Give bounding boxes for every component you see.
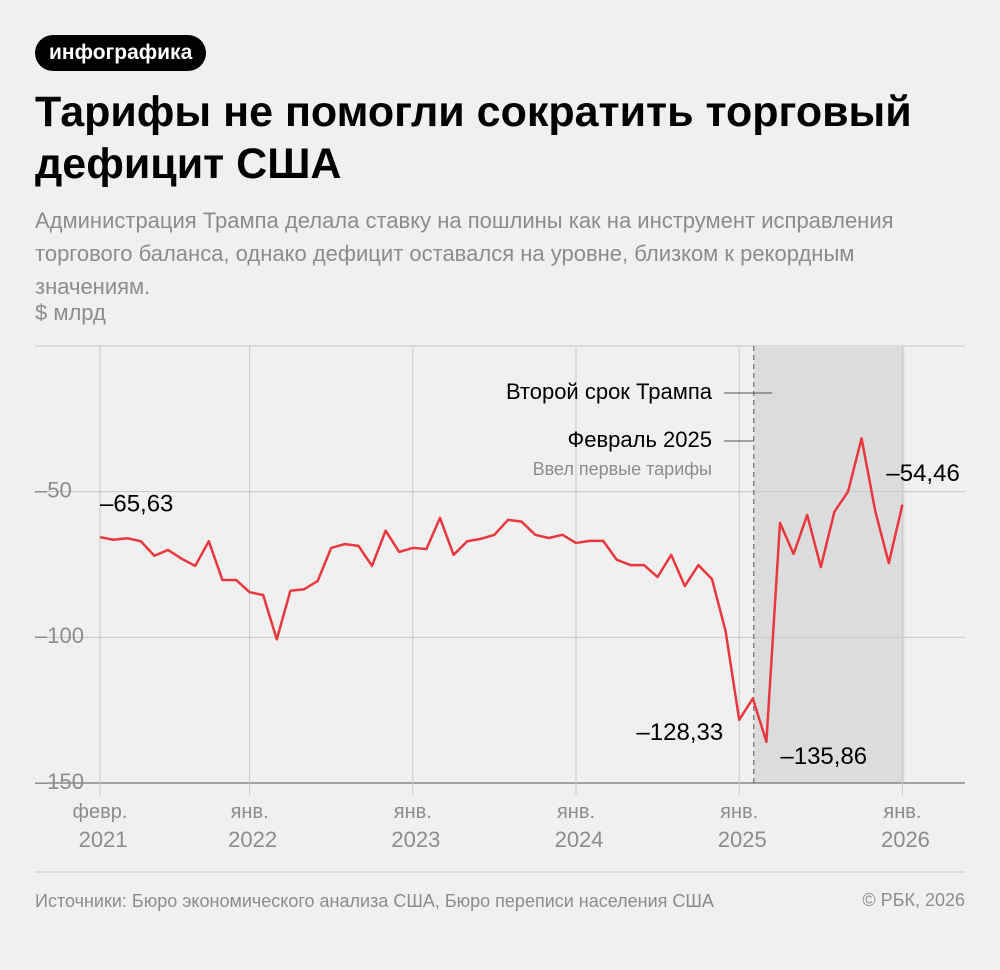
data-label: –65,63 xyxy=(100,491,173,518)
copyright: © РБК, 2026 xyxy=(862,890,965,910)
data-line xyxy=(99,437,904,744)
data-label: –135,86 xyxy=(780,743,867,770)
x-tick-label: янв. 2023 xyxy=(385,801,440,852)
annotation: Второй срок Трампа xyxy=(506,379,713,404)
x-tick-label: февр. 2021 xyxy=(72,801,127,852)
annotation-note: Ввел первые тарифы xyxy=(533,459,712,479)
source: Источники: Бюро экономического анализа С… xyxy=(35,891,714,911)
x-tick-label: янв. 2022 xyxy=(222,801,277,852)
badge: инфографика xyxy=(35,35,207,71)
shaded-period xyxy=(753,346,905,783)
annotation: Февраль 2025 xyxy=(568,427,712,452)
chart-title: Тарифы не помогли сократить торговый деф… xyxy=(35,88,912,188)
data-label: –128,33 xyxy=(636,719,723,746)
data-label: –54,46 xyxy=(886,460,959,487)
y-tick-label: –150 xyxy=(35,769,84,794)
y-axis-label: $ млрд xyxy=(35,300,106,325)
x-tick-label: янв. 2024 xyxy=(548,801,603,852)
x-tick-label: янв. 2025 xyxy=(712,801,767,852)
y-tick-label: –50 xyxy=(35,477,72,502)
x-tick-label: янв. 2026 xyxy=(875,801,930,852)
subtitle: Администрация Трампа делала ставку на по… xyxy=(35,208,894,299)
y-tick-label: –100 xyxy=(35,623,84,648)
